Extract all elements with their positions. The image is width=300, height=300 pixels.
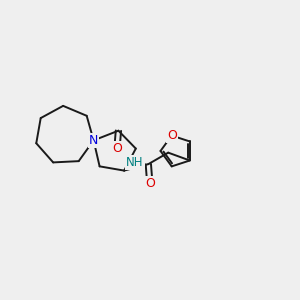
Text: NH: NH (126, 156, 144, 169)
Text: N: N (89, 134, 98, 147)
Text: O: O (145, 177, 155, 190)
Text: O: O (112, 142, 122, 155)
Text: O: O (167, 129, 177, 142)
